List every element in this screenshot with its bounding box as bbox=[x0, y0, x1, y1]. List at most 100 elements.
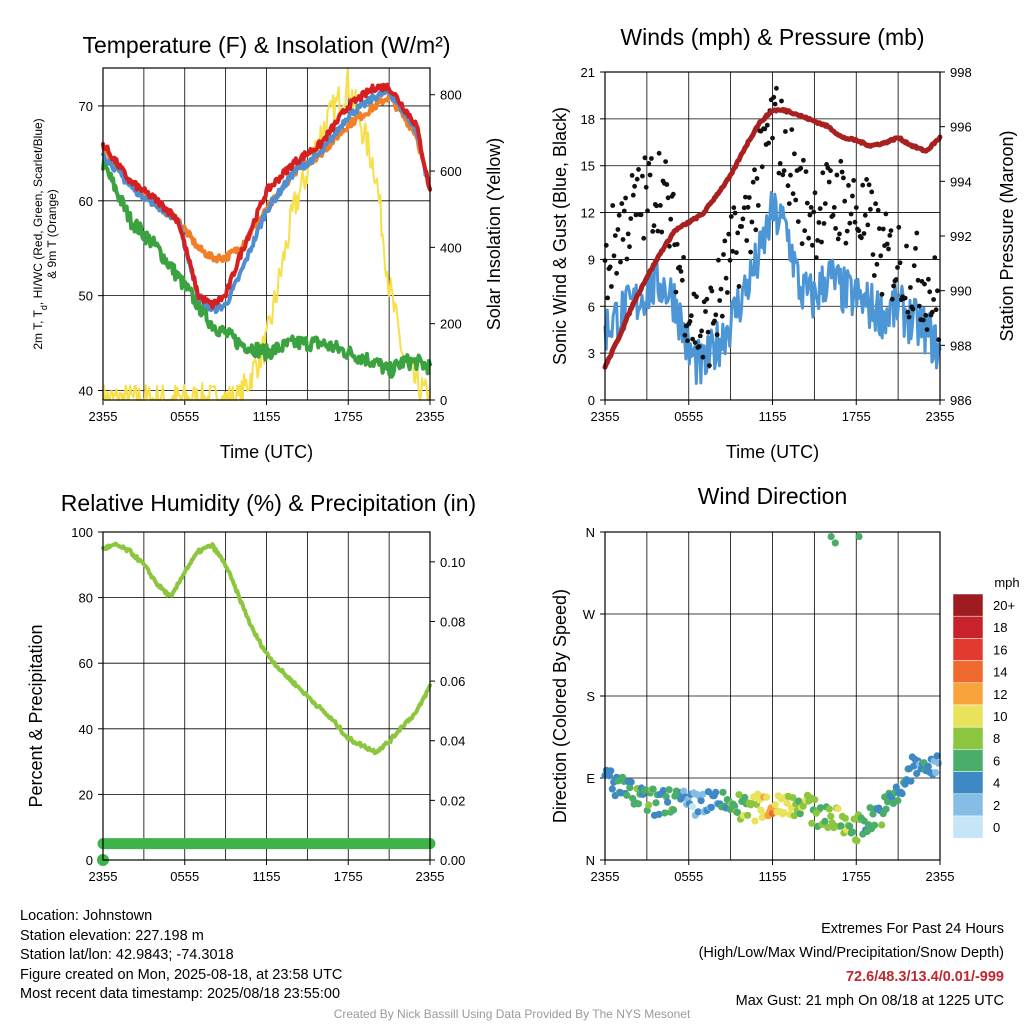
gust-point bbox=[807, 212, 813, 218]
gust-point bbox=[851, 178, 857, 183]
direction-point bbox=[652, 799, 660, 807]
gust-point bbox=[933, 307, 939, 313]
max-gust-text: Max Gust: 21 mph On 08/18 at 1225 UTC bbox=[735, 993, 1004, 1009]
direction-point bbox=[824, 823, 832, 832]
y-axis-label: Percent & Precipitation bbox=[26, 624, 46, 807]
gust-point bbox=[813, 255, 819, 260]
gust-point bbox=[764, 122, 770, 128]
gust-point bbox=[694, 294, 699, 300]
gust-point bbox=[887, 233, 893, 238]
gust-point bbox=[636, 167, 641, 172]
gust-point bbox=[730, 248, 735, 254]
gust-point bbox=[788, 172, 793, 178]
y-tick-label: 9 bbox=[588, 252, 595, 267]
chart-title: Wind Direction bbox=[698, 483, 848, 509]
gust-point bbox=[688, 313, 694, 319]
direction-point bbox=[623, 791, 631, 799]
gust-point bbox=[841, 175, 846, 181]
y-tick-label: 40 bbox=[79, 722, 93, 737]
y-axis-label: Direction (Colored By Speed) bbox=[550, 589, 570, 823]
gust-point bbox=[687, 319, 693, 324]
gust-point bbox=[696, 344, 702, 349]
y-tick-label: N bbox=[586, 525, 595, 540]
gust-point bbox=[619, 201, 625, 207]
gust-point bbox=[910, 306, 916, 312]
direction-point bbox=[878, 821, 886, 829]
x-tick-label: 1155 bbox=[253, 869, 281, 884]
gust-point bbox=[705, 329, 711, 335]
gust-point bbox=[839, 169, 845, 175]
direction-point bbox=[712, 788, 720, 797]
gust-point bbox=[915, 277, 921, 283]
direction-point bbox=[808, 819, 816, 827]
location-text: Location: Johnstown bbox=[20, 908, 153, 924]
direction-point bbox=[869, 810, 877, 818]
gust-point bbox=[726, 231, 732, 237]
gust-point bbox=[815, 238, 820, 243]
gust-point bbox=[709, 288, 715, 294]
gust-point bbox=[828, 168, 833, 174]
x-tick-label: 2355 bbox=[416, 869, 445, 884]
gust-point bbox=[719, 313, 725, 319]
gust-point bbox=[638, 212, 644, 218]
gust-point bbox=[766, 140, 771, 146]
gust-point bbox=[776, 170, 782, 176]
x-tick-label: 1155 bbox=[253, 409, 281, 424]
gust-point bbox=[762, 126, 768, 132]
direction-point bbox=[626, 784, 634, 792]
colorbar-title: mph bbox=[994, 575, 1019, 590]
gust-point bbox=[717, 298, 723, 303]
gust-point bbox=[645, 208, 650, 214]
gust-point bbox=[739, 224, 744, 229]
gust-point bbox=[673, 289, 679, 295]
y-tick-label: N bbox=[586, 853, 595, 868]
extremes-panel: Extremes For Past 24 Hours (High/Low/Max… bbox=[699, 917, 1004, 1013]
gust-point bbox=[727, 257, 733, 263]
gust-point bbox=[870, 252, 876, 257]
gust-point bbox=[913, 246, 918, 251]
gust-point bbox=[888, 228, 894, 234]
direction-point bbox=[680, 787, 688, 795]
gust-point bbox=[692, 340, 698, 345]
y2-tick-label: 988 bbox=[950, 338, 972, 353]
colorbar-label: 4 bbox=[993, 776, 1000, 791]
gust-point bbox=[656, 150, 662, 156]
gust-point bbox=[612, 233, 618, 239]
direction-point bbox=[841, 814, 849, 822]
y2-tick-label: 800 bbox=[440, 88, 462, 103]
y2-tick-label: 0.02 bbox=[440, 793, 465, 808]
gust-point bbox=[651, 223, 657, 229]
gust-point bbox=[878, 253, 884, 259]
direction-point bbox=[744, 811, 752, 819]
direction-point bbox=[627, 778, 635, 786]
gust-point bbox=[690, 336, 695, 342]
direction-point bbox=[719, 788, 727, 796]
gust-point bbox=[808, 205, 814, 210]
gust-point bbox=[728, 214, 734, 219]
gust-point bbox=[822, 201, 828, 207]
gust-point bbox=[667, 243, 672, 249]
gust-point bbox=[722, 238, 728, 244]
gust-point bbox=[658, 203, 663, 208]
gust-point bbox=[615, 227, 621, 232]
direction-point bbox=[933, 752, 941, 760]
gust-point bbox=[850, 193, 855, 199]
direction-point bbox=[733, 808, 742, 817]
gust-point bbox=[623, 195, 628, 201]
gust-point bbox=[906, 314, 912, 320]
gust-point bbox=[668, 216, 674, 222]
wind-series-line bbox=[603, 191, 942, 385]
y2-tick-label: 0.06 bbox=[440, 674, 465, 689]
gust-point bbox=[932, 255, 938, 260]
gust-point bbox=[920, 317, 926, 323]
colorbar-label: 6 bbox=[993, 753, 1000, 768]
direction-point bbox=[669, 806, 678, 814]
y2-axis-label: Station Pressure (Maroon) bbox=[997, 130, 1017, 341]
y-tick-label: 6 bbox=[588, 299, 595, 314]
gust-point bbox=[677, 264, 683, 270]
gust-point bbox=[917, 303, 922, 309]
y-tick-label: 0 bbox=[588, 393, 595, 408]
gust-point bbox=[893, 277, 899, 282]
gust-point bbox=[665, 195, 671, 201]
